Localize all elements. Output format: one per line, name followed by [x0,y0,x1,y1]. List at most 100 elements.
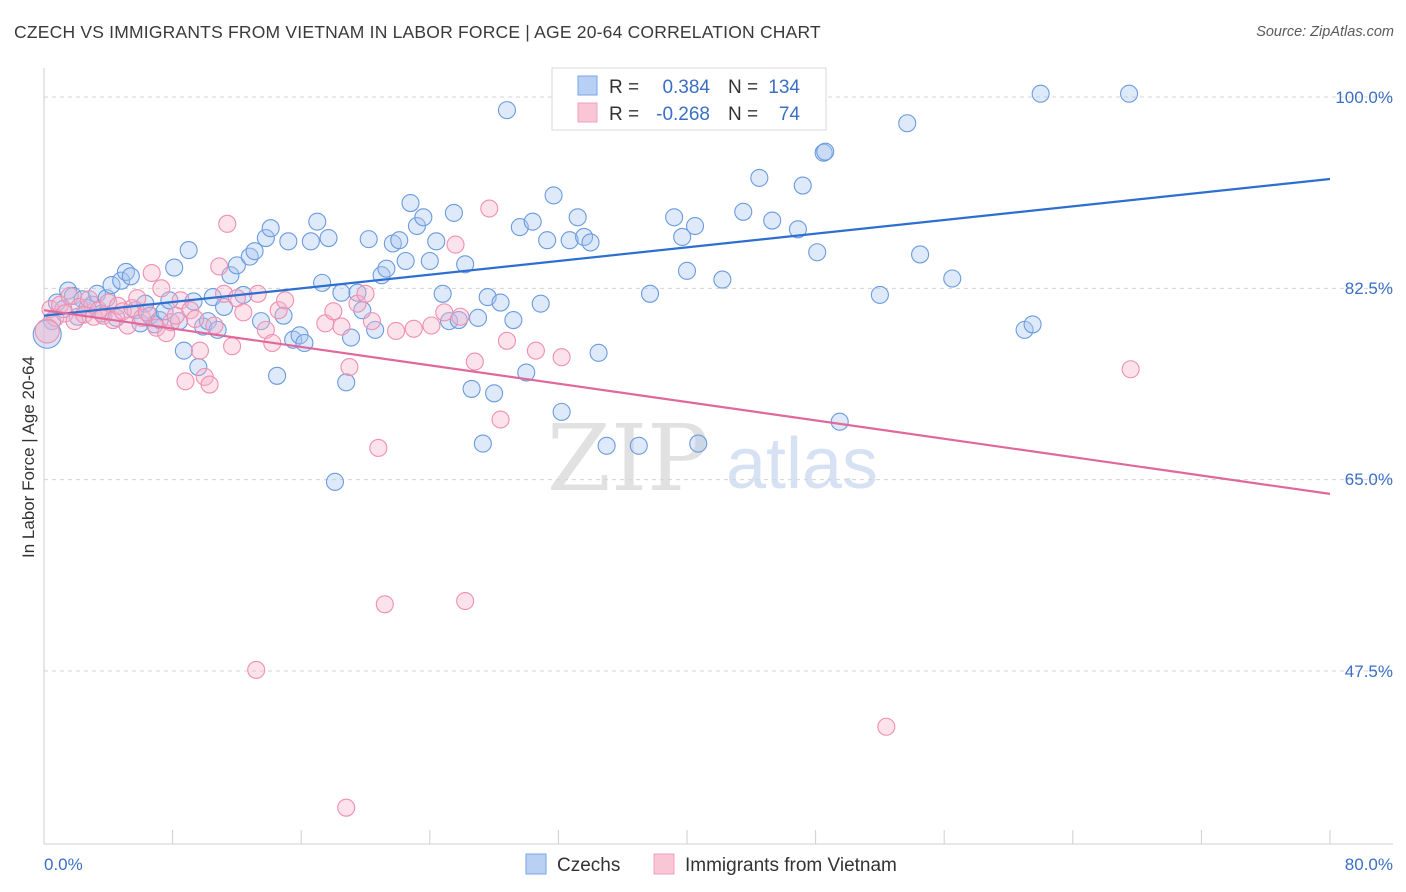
data-point-vietnam [369,438,388,458]
data-point-czechs [319,228,338,248]
data-point-vietnam [218,214,237,233]
stats-n-label-czechs: N = [728,77,758,98]
data-point-czechs [763,211,782,230]
y-tick-label-47-5: 47.5% [1345,662,1393,681]
data-point-vietnam [210,257,229,276]
data-point-czechs [414,208,433,227]
data-point-vietnam [422,316,441,335]
data-point-vietnam [526,341,545,360]
data-point-czechs [313,273,332,292]
data-point-czechs [121,267,140,286]
data-point-vietnam [200,375,219,394]
data-point-czechs [433,284,452,303]
trend-lines [43,177,1331,495]
data-point-czechs [750,168,769,187]
data-point-czechs [396,251,415,271]
data-point-czechs [544,186,563,205]
data-point-vietnam [480,199,499,218]
stats-r-label-czechs: R = [609,77,639,98]
data-point-czechs [112,271,131,290]
data-point-vietnam [133,308,152,327]
data-point-czechs [491,293,510,312]
data-point-czechs [359,230,378,249]
data-point-czechs [581,233,600,252]
data-point-vietnam [491,410,510,429]
source-note: Source: ZipAtlas.com [1256,24,1394,40]
data-point-czechs [713,270,732,289]
data-point-czechs [473,434,492,453]
data-point-vietnam [497,331,517,350]
stats-box: R = 0.384 N = 134 R = -0.268 N = 74 [551,67,827,131]
data-point-vietnam [356,284,375,303]
data-point-czechs [332,283,351,302]
data-point-czechs [440,312,459,331]
data-point-czechs [102,276,121,295]
data-point-vietnam [332,317,351,336]
data-point-vietnam [190,341,209,360]
data-point-czechs [468,308,488,327]
data-point-czechs [1031,84,1050,103]
stats-r-value-czechs: 0.384 [662,77,710,98]
data-point-vietnam [99,293,118,312]
data-point-czechs [673,227,692,246]
data-point-czechs [301,232,320,251]
data-point-czechs [390,231,409,250]
data-point-czechs [898,114,917,133]
data-point-vietnam [404,319,423,338]
gridlines [44,96,1393,672]
data-point-czechs [245,242,264,261]
data-point-vietnam [176,372,195,391]
legend-label-czechs: Czechs [557,855,620,876]
data-point-czechs [689,434,708,453]
data-point-czechs [1120,84,1139,103]
data-point-czechs [427,232,446,251]
stats-n-label-vietnam: N = [728,104,758,125]
legend-label-vietnam: Immigrants from Vietnam [685,855,897,876]
legend-swatch-czechs [525,853,547,875]
data-point-czechs [911,245,930,264]
data-point-czechs [517,363,536,382]
data-point-czechs [377,259,396,278]
data-point-czechs [568,208,587,227]
data-point-czechs [261,219,280,238]
trend-line-vietnam [43,309,1331,495]
data-point-czechs [629,436,648,455]
stats-swatch-vietnam [577,102,598,123]
watermark-zip: ZIP [547,405,709,512]
data-point-czechs [179,241,198,260]
data-point-vietnam [465,352,484,371]
data-point-czechs [227,256,246,275]
data-point-vietnam [375,595,394,614]
stats-r-label-vietnam: R = [609,104,639,125]
data-point-vietnam [276,291,295,310]
data-point-czechs [640,284,660,303]
data-point-czechs [504,310,523,330]
data-point-czechs [240,247,259,266]
data-point-vietnam [181,301,200,320]
data-point-vietnam [186,309,205,328]
data-point-czechs [337,373,356,392]
data-point-czechs [685,216,705,236]
data-point-vietnam [41,300,60,319]
legend-swatch-vietnam [653,853,675,875]
data-point-czechs [788,220,807,239]
data-point-czechs [665,208,684,227]
data-point-czechs [793,176,812,195]
data-point-vietnam [337,798,356,817]
y-axis-label: In Labor Force | Age 20-64 [19,356,38,558]
data-point-czechs [251,312,271,331]
watermark-atlas: atlas [726,424,878,504]
data-point-vietnam [362,312,381,331]
data-point-czechs [560,231,579,250]
data-point-czechs [808,243,827,262]
data-point-czechs [589,343,608,362]
data-point-vietnam [324,302,343,321]
data-point-vietnam [456,591,475,611]
data-point-czechs [597,436,616,455]
axes [43,68,1393,845]
data-point-vietnam [247,660,266,679]
data-point-czechs [1023,315,1042,334]
data-point-czechs [538,231,557,250]
data-point-czechs [485,384,504,403]
data-point-czechs [531,294,550,313]
